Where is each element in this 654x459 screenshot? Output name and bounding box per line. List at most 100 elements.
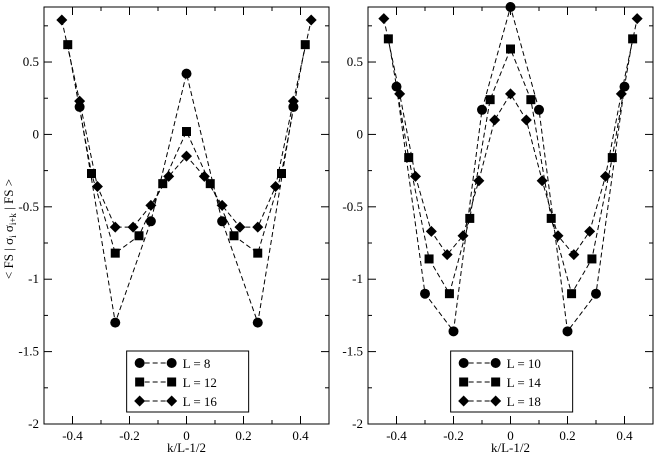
- legend-marker-square: [459, 377, 469, 387]
- y-axis-title: < FS | σi σi+k | FS >: [1, 179, 18, 279]
- series-line: [67, 44, 306, 254]
- data-point-circle: [145, 216, 156, 227]
- data-point-diamond: [568, 249, 580, 261]
- legend-label: L = 10: [507, 356, 541, 371]
- data-point-square: [300, 40, 310, 50]
- data-point-diamond: [74, 95, 86, 107]
- data-point-diamond: [410, 170, 422, 182]
- legend: L = 8 L = 12 L = 16: [126, 350, 250, 413]
- y-tick-label: -1.5: [18, 344, 39, 359]
- data-point-square: [607, 153, 617, 163]
- legend-marker-square: [491, 377, 501, 387]
- data-point-circle: [591, 288, 601, 299]
- data-point-circle: [448, 326, 459, 337]
- legend-label: L = 18: [507, 394, 541, 409]
- y-tick-label: 0: [33, 126, 40, 141]
- data-point-diamond: [489, 114, 501, 126]
- data-point-circle: [477, 104, 487, 115]
- legend-marker-circle: [458, 358, 469, 368]
- x-tick-label: 0.2: [559, 428, 575, 443]
- x-tick-label: 0: [507, 428, 514, 443]
- data-point-diamond: [163, 170, 175, 182]
- data-point-square: [158, 179, 168, 189]
- series-line: [79, 73, 294, 323]
- data-point-square: [404, 153, 414, 163]
- data-point-square: [546, 213, 556, 223]
- y-tick-label: -1: [28, 271, 39, 286]
- data-point-diamond: [599, 170, 611, 182]
- data-point-square: [628, 34, 638, 44]
- data-point-diamond: [520, 114, 532, 126]
- data-point-circle: [562, 326, 573, 337]
- legend-label: L = 14: [507, 375, 542, 390]
- y-tick-label: -0.5: [342, 199, 363, 214]
- x-tick-label: 0: [183, 428, 190, 443]
- data-point-diamond: [378, 13, 390, 25]
- legend-label: L = 12: [183, 375, 217, 390]
- data-point-diamond: [631, 13, 643, 25]
- data-point-square: [485, 95, 495, 105]
- data-point-square: [134, 231, 144, 241]
- data-point-diamond: [536, 175, 548, 187]
- data-point-diamond: [56, 14, 68, 26]
- data-point-square: [87, 169, 97, 179]
- legend-marker-square: [167, 377, 177, 387]
- data-point-diamond: [394, 88, 406, 100]
- series-circle: [74, 68, 299, 328]
- data-point-square: [205, 179, 215, 189]
- y-axis-title-pre: < FS | σ: [1, 238, 16, 279]
- data-point-square: [587, 254, 597, 264]
- legend-marker-square: [135, 377, 145, 387]
- x-tick-label: -0.2: [119, 428, 140, 443]
- x-tick-label: 0.2: [235, 428, 251, 443]
- panel-1: -2 -1.5 -1 -0.5 0 0.5 -0.4 -0.2 0 0.2 0.4 k/L-1/2 L …: [18, 6, 330, 455]
- data-point-square: [567, 289, 577, 299]
- legend: L = 10 L = 14 L = 18: [450, 350, 574, 413]
- data-point-diamond: [198, 170, 210, 182]
- data-point-square: [253, 248, 263, 258]
- data-point-square: [110, 248, 120, 258]
- data-point-diamond: [505, 88, 516, 100]
- panel-2: -2 -1.5 -1 -0.5 0 0.5 -0.4 -0.2 0 0.2 0.4 k/L-1/2 L …: [342, 2, 654, 455]
- data-point-diamond: [127, 221, 139, 233]
- x-axis-title: k/L-1/2: [491, 440, 530, 455]
- data-point-circle: [534, 104, 544, 115]
- legend-marker-circle: [166, 358, 177, 368]
- x-tick-label: 0.4: [292, 428, 309, 443]
- data-point-circle: [74, 101, 85, 112]
- data-point-circle: [505, 2, 516, 12]
- chart-panels: -2 -1.5 -1 -0.5 0 0.5 -0.4 -0.2 0 0.2 0.4 k/L-1/2 L …: [18, 2, 654, 455]
- data-point-circle: [181, 68, 192, 79]
- data-point-square: [424, 254, 434, 264]
- series-line: [383, 18, 638, 256]
- legend-label: L = 8: [183, 356, 211, 371]
- data-point-diamond: [305, 14, 317, 26]
- y-tick-label: -1.5: [342, 344, 363, 359]
- data-point-square: [229, 231, 239, 241]
- data-point-diamond: [552, 230, 564, 242]
- y-axis-title-mid: σ: [1, 225, 16, 235]
- data-point-diamond: [584, 225, 596, 237]
- data-point-diamond: [109, 221, 121, 233]
- series-line: [396, 5, 625, 333]
- y-axis-title-post: | FS >: [1, 179, 16, 213]
- series-diamond: [56, 14, 317, 233]
- y-tick-label: -0.5: [18, 199, 39, 214]
- y-axis-title-sub2: i+k: [8, 213, 18, 226]
- series-circle: [391, 2, 630, 337]
- data-point-diamond: [145, 199, 157, 211]
- series-square: [63, 40, 310, 258]
- data-point-diamond: [91, 181, 103, 193]
- data-point-circle: [420, 288, 430, 299]
- data-point-circle: [217, 216, 228, 227]
- data-point-square: [444, 289, 454, 299]
- data-point-diamond: [473, 175, 485, 187]
- data-point-diamond: [457, 230, 469, 242]
- series-line: [61, 19, 312, 228]
- y-axis-title-sub1: i: [8, 235, 18, 238]
- data-point-diamond: [216, 199, 228, 211]
- y-tick-label: -1: [352, 271, 363, 286]
- data-point-circle: [252, 317, 263, 328]
- data-point-square: [63, 40, 73, 50]
